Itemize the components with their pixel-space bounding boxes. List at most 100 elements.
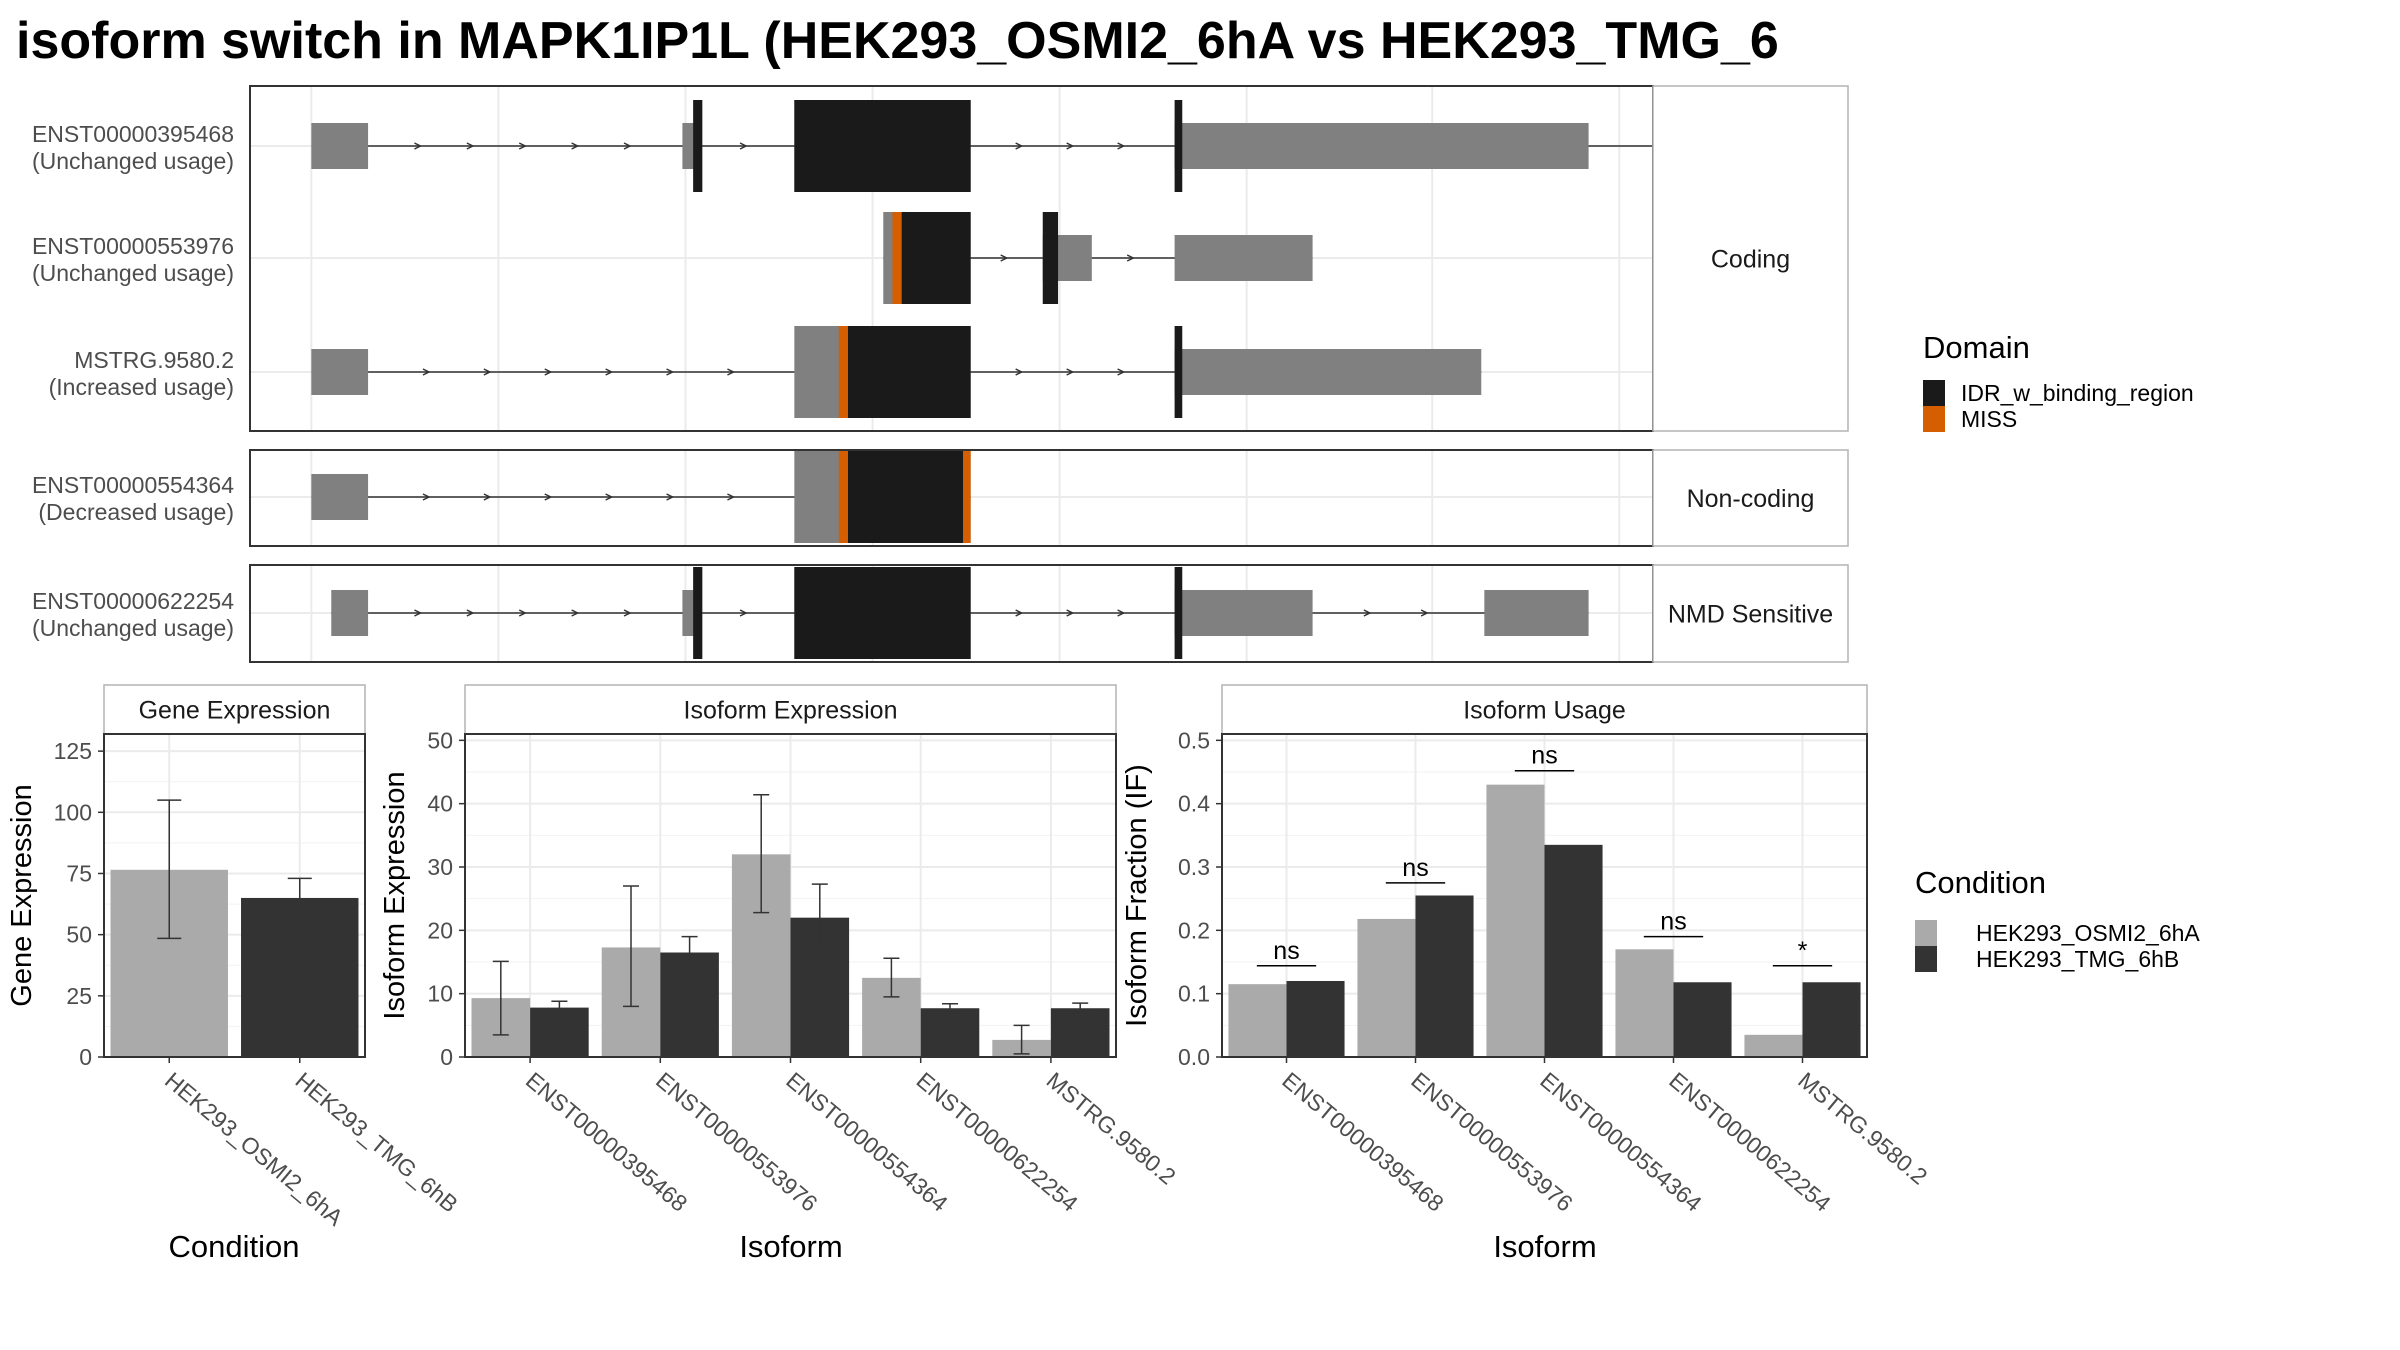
bar [920, 1008, 980, 1057]
intron-arrow [571, 609, 580, 617]
exon-block [1174, 349, 1482, 395]
intron-arrow [422, 493, 431, 501]
legend-label: MISS [1961, 406, 2017, 432]
facet-strip-label: Isoform Expression [684, 697, 898, 725]
x-axis-title: Isoform [739, 1229, 842, 1264]
exon-block [1174, 235, 1313, 281]
panel-border [1221, 733, 1868, 1058]
intron-arrow [727, 493, 736, 501]
bar [530, 1007, 589, 1057]
bar [1357, 918, 1416, 1057]
bar [1744, 1034, 1803, 1057]
bar [1050, 1008, 1110, 1057]
bar [1673, 982, 1732, 1057]
significance-label: ns [1660, 908, 1686, 936]
exon-block [331, 590, 369, 636]
y-tick-label: 0 [79, 1044, 92, 1070]
y-tick-label: 10 [427, 981, 453, 1007]
x-axis-title: Isoform [1493, 1229, 1596, 1264]
idr-domain [901, 212, 971, 304]
intron-arrow [739, 609, 748, 617]
intron-arrow [414, 142, 423, 150]
intron-arrow [605, 368, 614, 376]
y-tick-label: 30 [427, 854, 453, 880]
transcript-usage-label: (Increased usage) [49, 374, 234, 400]
exon-block [311, 474, 369, 520]
intron-arrow [466, 142, 475, 150]
idr-domain [693, 567, 703, 659]
intron-arrow [1015, 142, 1024, 150]
x-tick-label: MSTRG.9580.2 [1042, 1067, 1181, 1190]
intron-arrow [1015, 609, 1024, 617]
intron-arrow [1117, 142, 1126, 150]
panel-border [103, 733, 366, 1058]
intron-arrow [666, 493, 675, 501]
legend-key [1915, 946, 1937, 972]
idr-domain [794, 100, 971, 192]
intron-arrow [666, 368, 675, 376]
intron-arrow [1015, 368, 1024, 376]
miss-domain [838, 451, 848, 543]
legend-key [1923, 380, 1945, 406]
intron-arrow [623, 142, 632, 150]
significance-label: ns [1531, 742, 1557, 770]
intron-arrow [727, 368, 736, 376]
y-tick-label: 0.2 [1178, 917, 1210, 943]
y-tick-label: 50 [66, 922, 92, 948]
intron-arrow [739, 142, 748, 150]
isoform-expression-panel: Isoform Expression01020304050ENST0000039… [379, 684, 1181, 1264]
y-tick-label: 25 [66, 983, 92, 1009]
significance-label: ns [1273, 937, 1299, 965]
legend-label: HEK293_TMG_6hB [1976, 946, 2179, 972]
miss-domain [838, 326, 848, 418]
y-tick-label: 0.0 [1178, 1044, 1210, 1070]
exon-block [1174, 123, 1589, 169]
intron-arrow [1000, 254, 1009, 262]
y-tick-label: 125 [54, 738, 92, 764]
bar [1286, 981, 1345, 1057]
intron-arrow [483, 493, 492, 501]
idr-domain [1174, 567, 1183, 659]
idr-domain [794, 567, 971, 659]
exon-block [1484, 590, 1589, 636]
bar [241, 897, 359, 1057]
idr-domain [1042, 212, 1059, 304]
transcript-usage-label: (Unchanged usage) [32, 148, 234, 174]
idr-domain [848, 326, 971, 418]
intron-arrow [605, 493, 614, 501]
idr-domain [1174, 326, 1183, 418]
bar [1544, 844, 1603, 1057]
exon-block [1174, 590, 1313, 636]
facet-strip-label: Non-coding [1687, 485, 1815, 513]
intron-arrow [544, 368, 553, 376]
isoform-usage-panel: Isoform Usage 0.0 0.1 0.2 0.3 0.4 0.5 ns ns ns ns *… [1121, 684, 1932, 1264]
y-tick-label: 50 [427, 727, 453, 753]
idr-domain [848, 451, 963, 543]
facet-strip-label: Coding [1711, 246, 1790, 274]
intron-arrow [518, 142, 527, 150]
significance-label: ns [1402, 854, 1428, 882]
legend-key [1915, 920, 1937, 946]
plot-title: isoform switch in MAPK1IP1L (HEK293_OSMI… [16, 12, 1779, 70]
bar [1486, 784, 1545, 1057]
intron-arrow [1066, 142, 1075, 150]
intron-arrow [544, 493, 553, 501]
y-axis-title: Gene Expression [6, 784, 38, 1006]
legend-label: HEK293_OSMI2_6hA [1976, 920, 2200, 946]
facet-strip [1652, 85, 1849, 432]
facet-strip-label: Gene Expression [139, 697, 331, 725]
transcript-id-label: ENST00000395468 [32, 121, 234, 147]
y-tick-label: 0.3 [1178, 854, 1210, 880]
y-axis-title: Isoform Expression [379, 771, 411, 1019]
bar [1228, 984, 1287, 1057]
bar [1802, 982, 1861, 1057]
intron-arrow [1126, 254, 1135, 262]
x-axis-title: Condition [169, 1229, 300, 1264]
y-tick-label: 0.4 [1178, 791, 1210, 817]
facet-strip-label: NMD Sensitive [1668, 601, 1833, 629]
transcript-id-label: ENST00000622254 [32, 588, 234, 614]
intron-arrow [1066, 609, 1075, 617]
facet-strip-label: Isoform Usage [1463, 697, 1626, 725]
y-tick-label: 0.5 [1178, 727, 1210, 753]
